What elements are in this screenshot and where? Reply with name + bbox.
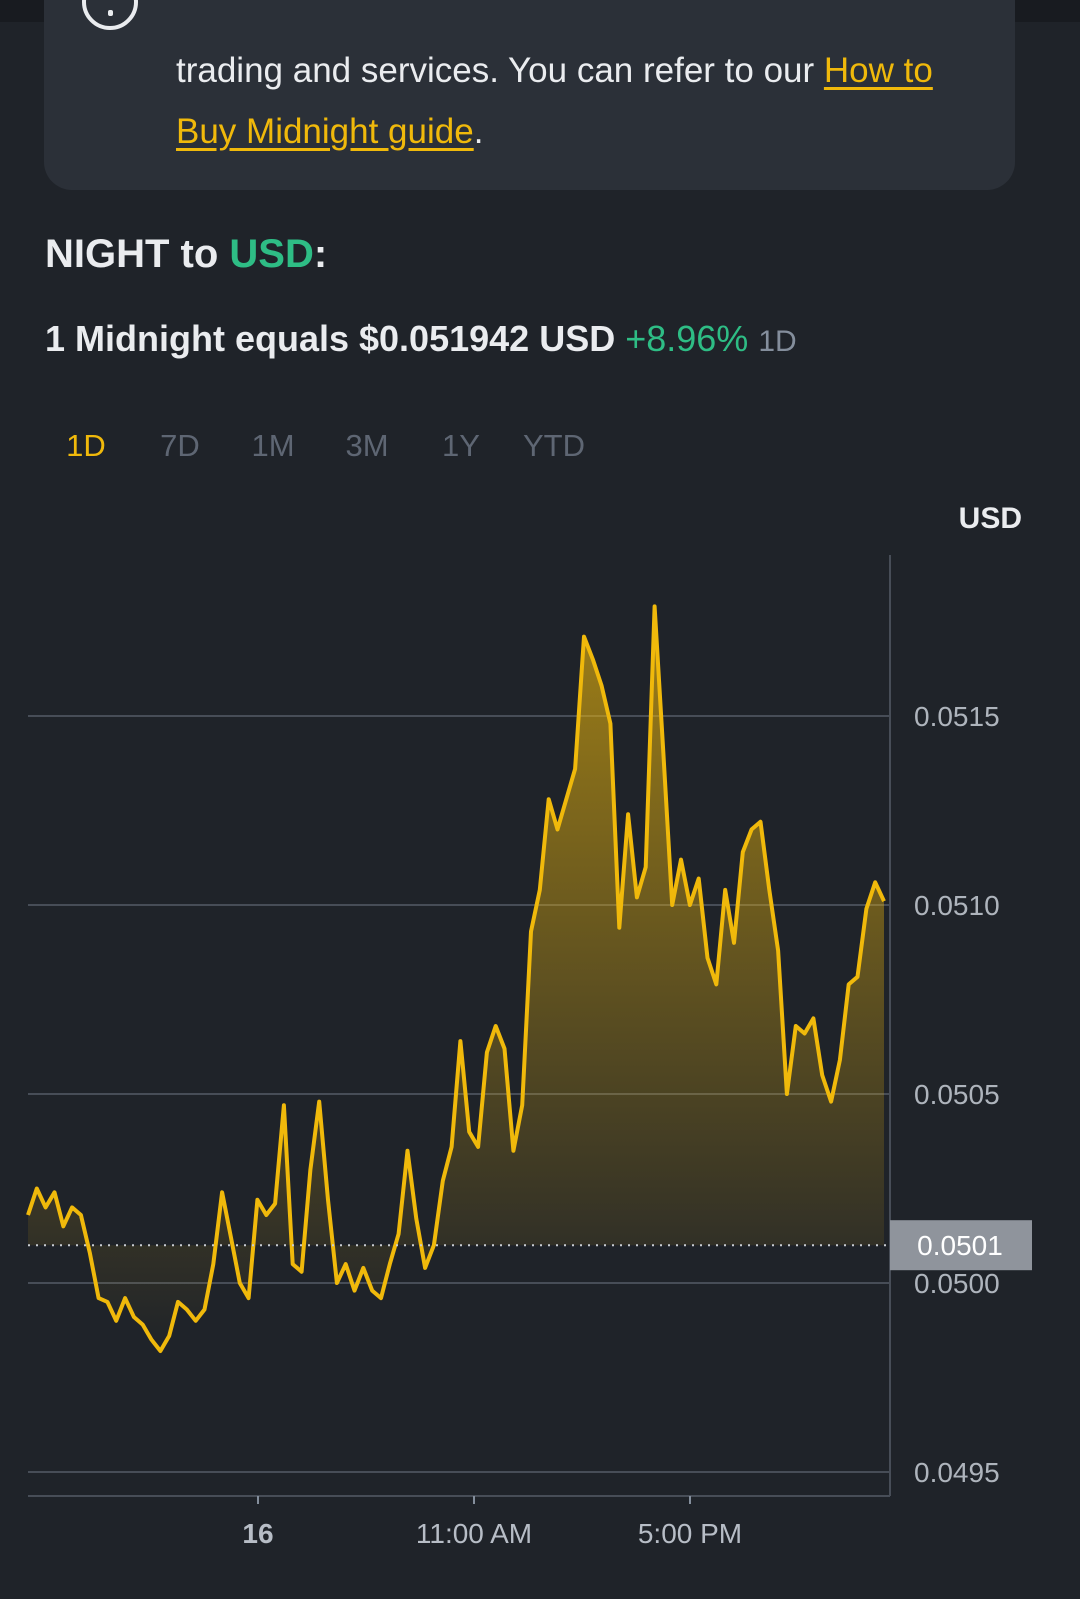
current-price-label: 0.0501 [917,1230,1003,1261]
y-tick-label: 0.0510 [914,890,1000,921]
tab-1y[interactable]: 1Y [442,428,480,463]
pair-connector: to [169,232,230,276]
pair-colon: : [313,232,328,276]
y-axis-unit: USD [959,502,1022,535]
base-asset: NIGHT [45,232,170,276]
notice-text-after: . [473,112,484,151]
notice-text-before: trading and services. You can refer to o… [176,51,824,90]
tab-ytd[interactable]: YTD [523,428,585,463]
y-tick-label: 0.0500 [914,1268,1000,1299]
tab-7d[interactable]: 7D [160,428,200,463]
pair-title: NIGHT to USD: [45,232,327,277]
y-tick-label: 0.0515 [914,701,1000,732]
x-tick-label: 11:00 AM [416,1518,532,1549]
tab-1m[interactable]: 1M [251,428,295,463]
y-tick-label: 0.0495 [914,1457,1000,1488]
price-value: $0.051942 USD [359,318,616,359]
y-axis: 0.0515 0.0510 0.0505 0.0500 0.0495 [914,701,1000,1488]
notice-text: trading and services. You can refer to o… [176,40,976,162]
tab-3m[interactable]: 3M [345,428,389,463]
info-notice-card [44,0,1015,190]
price-prefix: 1 Midnight equals [45,318,360,359]
x-tick-label: 5:00 PM [638,1518,742,1549]
x-tick-label: 16 [242,1518,273,1549]
price-summary: 1 Midnight equals $0.051942 USD +8.96% 1… [45,318,797,360]
price-area [28,606,884,1351]
how-to-buy-guide-link[interactable]: How to Buy Midnight guide [176,51,933,151]
quote-asset: USD [229,232,314,276]
price-chart[interactable]: USD 0.0515 0.0510 0.0505 0.0500 0.0495 16 11:… [0,490,1080,1550]
change-period: 1D [758,325,797,358]
tab-1d[interactable]: 1D [66,428,106,463]
y-tick-label: 0.0505 [914,1079,1000,1110]
x-axis: 16 11:00 AM 5:00 PM [242,1496,742,1549]
price-change: +8.96% [625,318,749,359]
current-price-badge [890,1220,1032,1271]
price-line [26,604,886,1353]
